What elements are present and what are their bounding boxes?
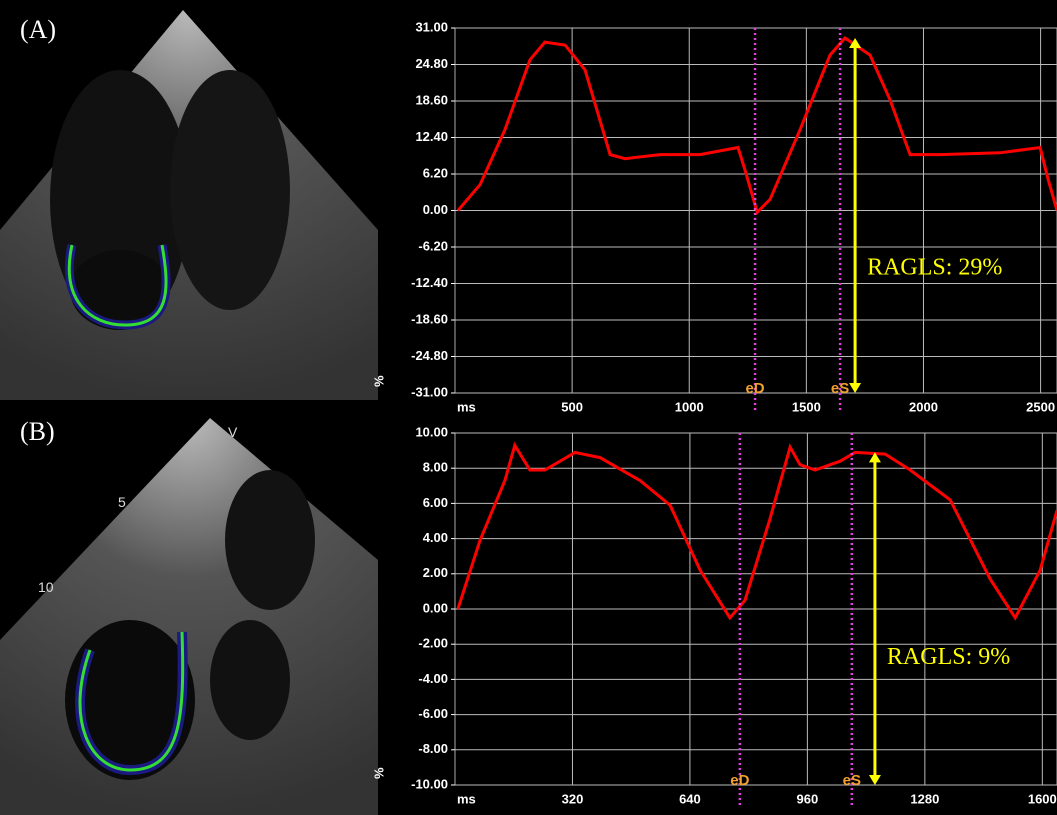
echo-label: 5 [118,494,126,510]
y-tick-label: 4.00 [423,530,448,545]
figure: (A) 31.00 24.80 18.60 12.40 6.20 0.00 -6.20 -12.… [0,0,1057,815]
echo-image-a [0,10,378,400]
y-tick-label: -6.20 [418,238,448,253]
y-tick-label: -10.00 [411,776,448,791]
y-tick-label: -4.00 [418,671,448,686]
x-tick-label: 320 [562,791,584,806]
y-axis-label: % [371,375,386,387]
ragls-label: RAGLS: 9% [887,644,1010,670]
x-tick-label: 500 [561,399,583,414]
y-tick-label: 31.00 [415,19,448,34]
y-tick-label: 0.00 [423,202,448,217]
echo-image-b [0,418,378,815]
event-label: eS [843,772,861,789]
panel-label: (A) [20,15,56,44]
y-tick-label: 12.40 [415,129,448,144]
event-label: eD [745,380,764,397]
x-tick-label: 1280 [910,791,939,806]
echo-label: 10 [38,579,54,595]
y-tick-label: -18.60 [411,311,448,326]
ragls-label: RAGLS: 29% [867,254,1002,280]
x-axis-label: ms [457,791,476,806]
y-tick-label: -12.40 [411,275,448,290]
x-tick-label: 1500 [792,399,821,414]
y-tick-label: -31.00 [411,384,448,399]
y-tick-label: 0.00 [423,600,448,615]
panel-label: (B) [20,417,55,446]
y-tick-label: 6.00 [423,495,448,510]
y-tick-label: 2.00 [423,565,448,580]
event-label: eS [831,380,849,397]
x-tick-label: 960 [797,791,819,806]
x-tick-label: 1600 [1028,791,1057,806]
event-label: eD [730,772,749,789]
y-tick-label: -2.00 [418,636,448,651]
y-tick-label: 24.80 [415,56,448,71]
y-tick-label: -6.00 [418,706,448,721]
y-tick-label: -24.80 [411,348,448,363]
y-axis-label: % [371,767,386,779]
y-tick-label: 10.00 [415,424,448,439]
x-tick-label: 640 [679,791,701,806]
x-tick-label: 2500 [1026,399,1055,414]
x-tick-label: 2000 [909,399,938,414]
y-tick-label: 6.20 [423,165,448,180]
y-tick-label: 18.60 [415,92,448,107]
x-tick-label: 1000 [675,399,704,414]
x-axis-label: ms [457,399,476,414]
y-tick-label: -8.00 [418,741,448,756]
y-tick-label: 8.00 [423,460,448,475]
echo-label: V [228,424,238,440]
